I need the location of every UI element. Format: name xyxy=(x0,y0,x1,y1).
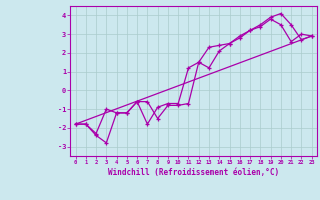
X-axis label: Windchill (Refroidissement éolien,°C): Windchill (Refroidissement éolien,°C) xyxy=(108,168,279,177)
